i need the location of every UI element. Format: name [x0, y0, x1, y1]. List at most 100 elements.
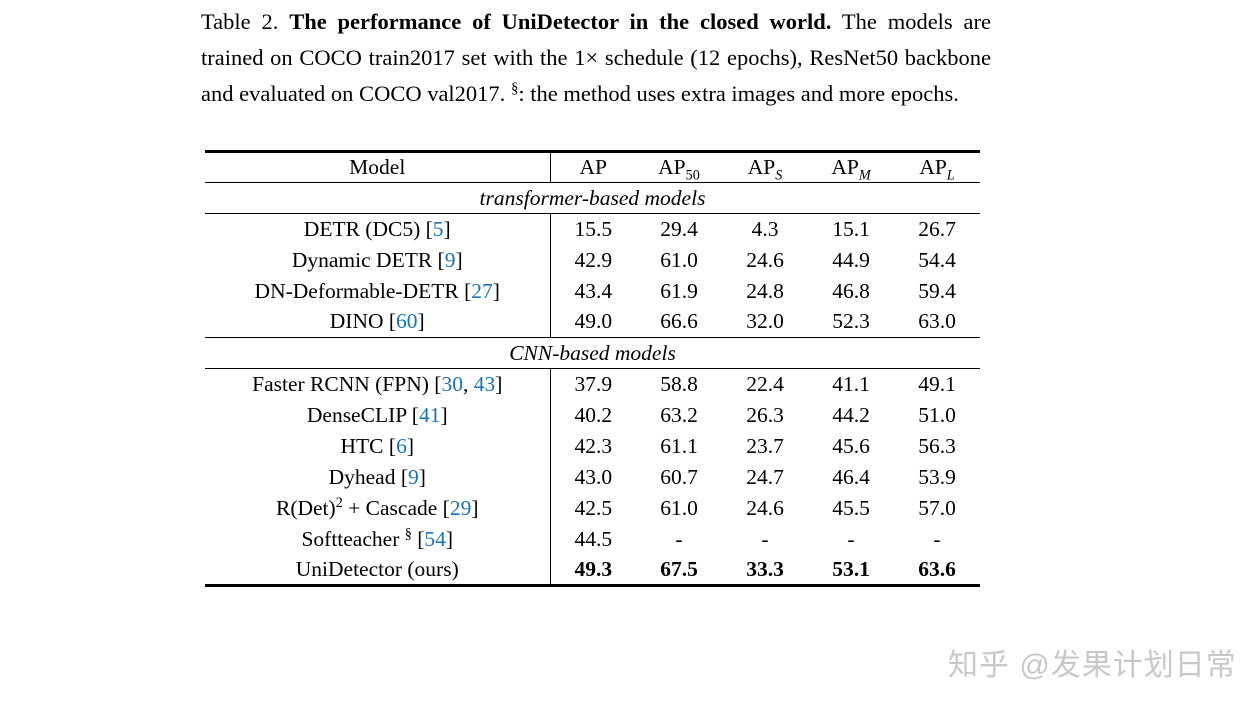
metric-value: - — [847, 526, 855, 551]
text-segment: L — [946, 167, 955, 184]
metric-value: 63.0 — [918, 309, 956, 334]
text-segment: HTC [ — [340, 433, 397, 458]
text-segment: + Cascade [ — [342, 495, 450, 520]
metric-value: 66.6 — [660, 309, 698, 334]
citation-link[interactable]: 54 — [424, 526, 446, 551]
metric-value: 59.4 — [918, 278, 956, 303]
metric-value: 29.4 — [660, 216, 698, 241]
model-name: DenseCLIP [41] — [205, 399, 551, 431]
table-row: Dyhead [9] 43.0 60.7 24.7 46.4 53.9 — [205, 461, 980, 493]
metric-value: 26.3 — [746, 402, 784, 427]
text-segment: AP — [919, 155, 947, 179]
metric-value: 67.5 — [660, 556, 698, 581]
metric-value: 58.8 — [660, 371, 698, 396]
column-header: AP50 — [636, 150, 722, 183]
text-segment: R(Det) — [275, 495, 336, 520]
text-segment: ] — [443, 216, 451, 241]
metric-value: 44.5 — [574, 526, 613, 551]
citation-link[interactable]: 60 — [396, 309, 418, 334]
table-row: HTC [6] 42.3 61.1 23.7 45.6 56.3 — [205, 430, 980, 462]
metric-value: 63.6 — [918, 556, 956, 581]
metric-value: 15.5 — [574, 216, 613, 241]
metric-value: 4.3 — [751, 216, 779, 241]
table-caption: Table 2. The performance of UniDetector … — [201, 4, 991, 112]
metric-value: 24.6 — [746, 247, 784, 272]
metric-value: 32.0 — [746, 309, 784, 334]
citation-link[interactable]: 43 — [473, 371, 496, 396]
watermark-text: 知乎 @发果计划日常 — [948, 649, 1237, 682]
text-segment: The models are trained on COCO train2017… — [201, 9, 991, 106]
table-row: Softteacher § [54] 44.5 - - - - — [205, 523, 980, 555]
metric-value: 22.4 — [746, 371, 784, 396]
column-header: AP — [550, 150, 636, 183]
column-header: APL — [894, 150, 980, 184]
metric-value: 46.4 — [832, 464, 870, 489]
metric-value: 33.3 — [746, 556, 784, 581]
model-name: R(Det)2 + Cascade [29] — [205, 492, 551, 524]
model-name: Dyhead [9] — [205, 461, 551, 493]
metric-value: 26.7 — [918, 216, 956, 241]
model-name: Faster RCNN (FPN) [30, 43] — [205, 368, 551, 400]
citation-link[interactable]: 29 — [449, 495, 472, 520]
text-segment: AP — [831, 155, 859, 179]
table-row: DenseCLIP [41] 40.2 63.2 26.3 44.2 51.0 — [205, 399, 980, 431]
citation-link[interactable]: 9 — [407, 464, 419, 489]
metric-value: 61.0 — [660, 247, 698, 272]
citation-link[interactable]: 41 — [418, 402, 441, 427]
citation-link[interactable]: 9 — [444, 247, 456, 272]
model-name: Softteacher § [54] — [205, 523, 551, 555]
text-segment: Model — [349, 155, 406, 179]
metric-value: 60.7 — [660, 464, 698, 489]
metric-value: 37.9 — [574, 371, 613, 396]
text-segment: Softteacher — [301, 526, 405, 551]
citation-link[interactable]: 6 — [396, 433, 407, 458]
metric-value: 56.3 — [918, 433, 956, 458]
text-segment: § — [404, 525, 412, 542]
metric-value: 43.0 — [574, 464, 613, 489]
metric-value: 15.1 — [832, 216, 870, 241]
text-segment: ] — [492, 278, 500, 303]
model-name: HTC [6] — [205, 430, 551, 462]
metric-value: 54.4 — [918, 247, 956, 272]
text-segment: AP — [579, 155, 607, 179]
metric-value: 24.8 — [746, 278, 784, 303]
table-row: DN-Deformable-DETR [27] 43.4 61.9 24.8 46.8 5… — [205, 275, 980, 307]
text-segment: ] — [417, 309, 425, 334]
metric-value: 45.6 — [832, 433, 870, 458]
text-segment: AP — [658, 155, 686, 179]
text-segment: DN-Deformable-DETR [ — [254, 278, 472, 303]
metric-value: 24.7 — [746, 464, 784, 489]
metric-value: 57.0 — [918, 495, 956, 520]
text-segment: Dyhead [ — [328, 464, 408, 489]
metric-value: 61.1 — [660, 433, 698, 458]
section-row: CNN-based models — [205, 337, 980, 369]
citation-link[interactable]: 30 — [441, 371, 463, 396]
text-segment: DETR (DC5) [ — [303, 216, 433, 241]
section-title: CNN-based models — [205, 337, 980, 369]
table-row: DETR (DC5) [5] 15.5 29.4 4.3 15.1 26.7 — [205, 213, 980, 245]
text-segment: ] — [445, 526, 454, 551]
metric-value: 45.5 — [832, 495, 870, 520]
section-row: transformer-based models — [205, 182, 980, 214]
text-segment: ] — [471, 495, 479, 520]
table-row: Dynamic DETR [9] 42.9 61.0 24.6 44.9 54.4 — [205, 244, 980, 276]
citation-link[interactable]: 27 — [471, 278, 493, 303]
text-segment: : the method uses extra images and more … — [518, 81, 959, 106]
metric-value: 51.0 — [918, 402, 956, 427]
table-row: UniDetector (ours) 49.3 67.5 33.3 53.1 63.6 — [205, 554, 980, 586]
metric-value: 41.1 — [832, 371, 870, 396]
metric-value: 24.6 — [746, 495, 784, 520]
model-name: DINO [60] — [205, 306, 551, 338]
metric-value: 43.4 — [574, 278, 613, 303]
model-name: Dynamic DETR [9] — [205, 244, 551, 276]
citation-link[interactable]: 5 — [432, 216, 444, 241]
results-table: Model AP AP50 APS APM APL transformer-based mo… — [205, 150, 980, 587]
text-segment: ] — [418, 464, 426, 489]
metric-value: - — [761, 526, 769, 551]
text-segment: 2 — [335, 494, 343, 511]
table-row: Faster RCNN (FPN) [30, 43] 37.9 58.8 22.4 41… — [205, 368, 980, 400]
text-segment: ] — [440, 402, 448, 427]
text-segment: M — [858, 167, 871, 184]
metric-value: - — [675, 526, 683, 551]
table-row: DINO [60] 49.0 66.6 32.0 52.3 63.0 — [205, 306, 980, 338]
